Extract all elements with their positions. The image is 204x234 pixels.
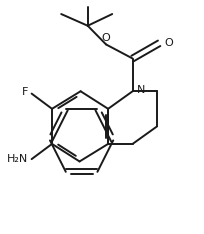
Text: O: O [102, 33, 110, 43]
Text: N: N [137, 85, 145, 95]
Text: O: O [164, 38, 173, 48]
Text: H₂N: H₂N [7, 154, 29, 164]
Text: F: F [22, 88, 29, 97]
